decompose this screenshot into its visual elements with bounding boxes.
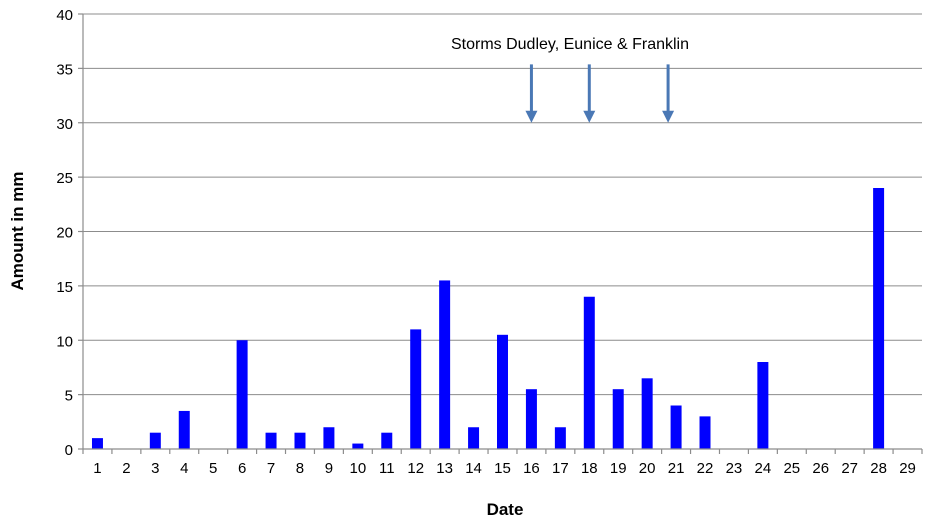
bar-date-14 [468, 427, 480, 449]
bar-date-24 [757, 362, 769, 449]
x-tick-label-29: 29 [899, 460, 916, 477]
y-tick-label-10: 10 [56, 333, 73, 350]
bar-date-16 [525, 389, 537, 449]
y-tick-label-40: 40 [56, 7, 73, 24]
bar-date-15 [497, 334, 508, 449]
storm-annotation: Storms Dudley, Eunice & Franklin [451, 36, 689, 123]
x-tick-label-14: 14 [465, 460, 482, 477]
x-tick-label-18: 18 [581, 460, 598, 477]
bar-date-28 [873, 188, 885, 449]
bar-date-21 [670, 405, 682, 449]
x-tick-label-4: 4 [180, 460, 188, 477]
bar-date-18 [583, 296, 595, 449]
x-tick-label-26: 26 [812, 460, 829, 477]
bars [91, 188, 885, 450]
x-tick-label-25: 25 [783, 460, 800, 477]
x-tick-label-5: 5 [209, 460, 217, 477]
x-tick-label-3: 3 [151, 460, 159, 477]
x-tick-label-16: 16 [523, 460, 540, 477]
bar-date-7 [265, 432, 277, 449]
bar-date-13 [439, 280, 451, 449]
bar-date-17 [554, 427, 566, 449]
x-tick-label-23: 23 [726, 460, 743, 477]
bar-date-3 [149, 432, 161, 449]
x-axis-title: Date [487, 500, 524, 519]
bar-date-10 [352, 443, 364, 449]
x-tick-label-6: 6 [238, 460, 246, 477]
x-tick-label-7: 7 [267, 460, 275, 477]
x-tick-label-21: 21 [668, 460, 685, 477]
y-tick-label-35: 35 [56, 61, 73, 78]
x-tick-label-15: 15 [494, 460, 511, 477]
y-tick-label-20: 20 [56, 225, 73, 242]
y-tick-label-30: 30 [56, 116, 73, 133]
bar-date-22 [699, 416, 711, 450]
x-tick-label-1: 1 [93, 460, 101, 477]
x-tick-label-28: 28 [870, 460, 887, 477]
y-tick-labels: 0 5 10 15 20 25 30 35 40 [56, 7, 73, 459]
y-tick-label-5: 5 [65, 388, 73, 405]
x-tick-label-12: 12 [407, 460, 424, 477]
bar-date-11 [381, 432, 393, 449]
x-tick-label-13: 13 [436, 460, 453, 477]
x-tick-label-22: 22 [697, 460, 714, 477]
x-tick-label-27: 27 [841, 460, 858, 477]
bar-date-4 [178, 410, 190, 449]
y-tick-label-0: 0 [65, 442, 73, 459]
y-axis-title: Amount in mm [8, 172, 27, 291]
x-tick-label-17: 17 [552, 460, 569, 477]
x-tick-label-9: 9 [325, 460, 333, 477]
arrow-head-18 [583, 110, 596, 123]
bar-date-20 [641, 378, 653, 449]
axes [78, 13, 923, 454]
arrow-head-16 [525, 110, 538, 123]
y-tick-label-25: 25 [56, 170, 73, 187]
x-tick-label-10: 10 [350, 460, 367, 477]
y-tick-label-15: 15 [56, 279, 73, 296]
arrow-date-16 [525, 64, 538, 123]
x-tick-label-11: 11 [379, 460, 395, 477]
grid-lines [83, 13, 922, 396]
x-tick-label-2: 2 [122, 460, 130, 477]
x-tick-label-20: 20 [639, 460, 656, 477]
bar-date-9 [323, 427, 335, 449]
x-tick-labels: 1 2 3 4 5 6 7 8 9 10 11 12 13 14 15 16 17 18 19 20 21 22 23 24 2… [93, 460, 916, 477]
bar-date-19 [612, 389, 624, 449]
x-tick-label-19: 19 [610, 460, 627, 477]
annotation-text: Storms Dudley, Eunice & Franklin [451, 36, 689, 53]
x-tick-label-24: 24 [755, 460, 772, 477]
bar-date-1 [91, 438, 103, 450]
x-tick-label-8: 8 [296, 460, 304, 477]
arrow-head-21 [662, 110, 675, 123]
bar-date-6 [236, 340, 248, 449]
arrow-date-18 [583, 64, 596, 123]
arrow-date-21 [662, 64, 675, 123]
bar-date-12 [410, 329, 422, 450]
bar-date-8 [294, 432, 306, 449]
